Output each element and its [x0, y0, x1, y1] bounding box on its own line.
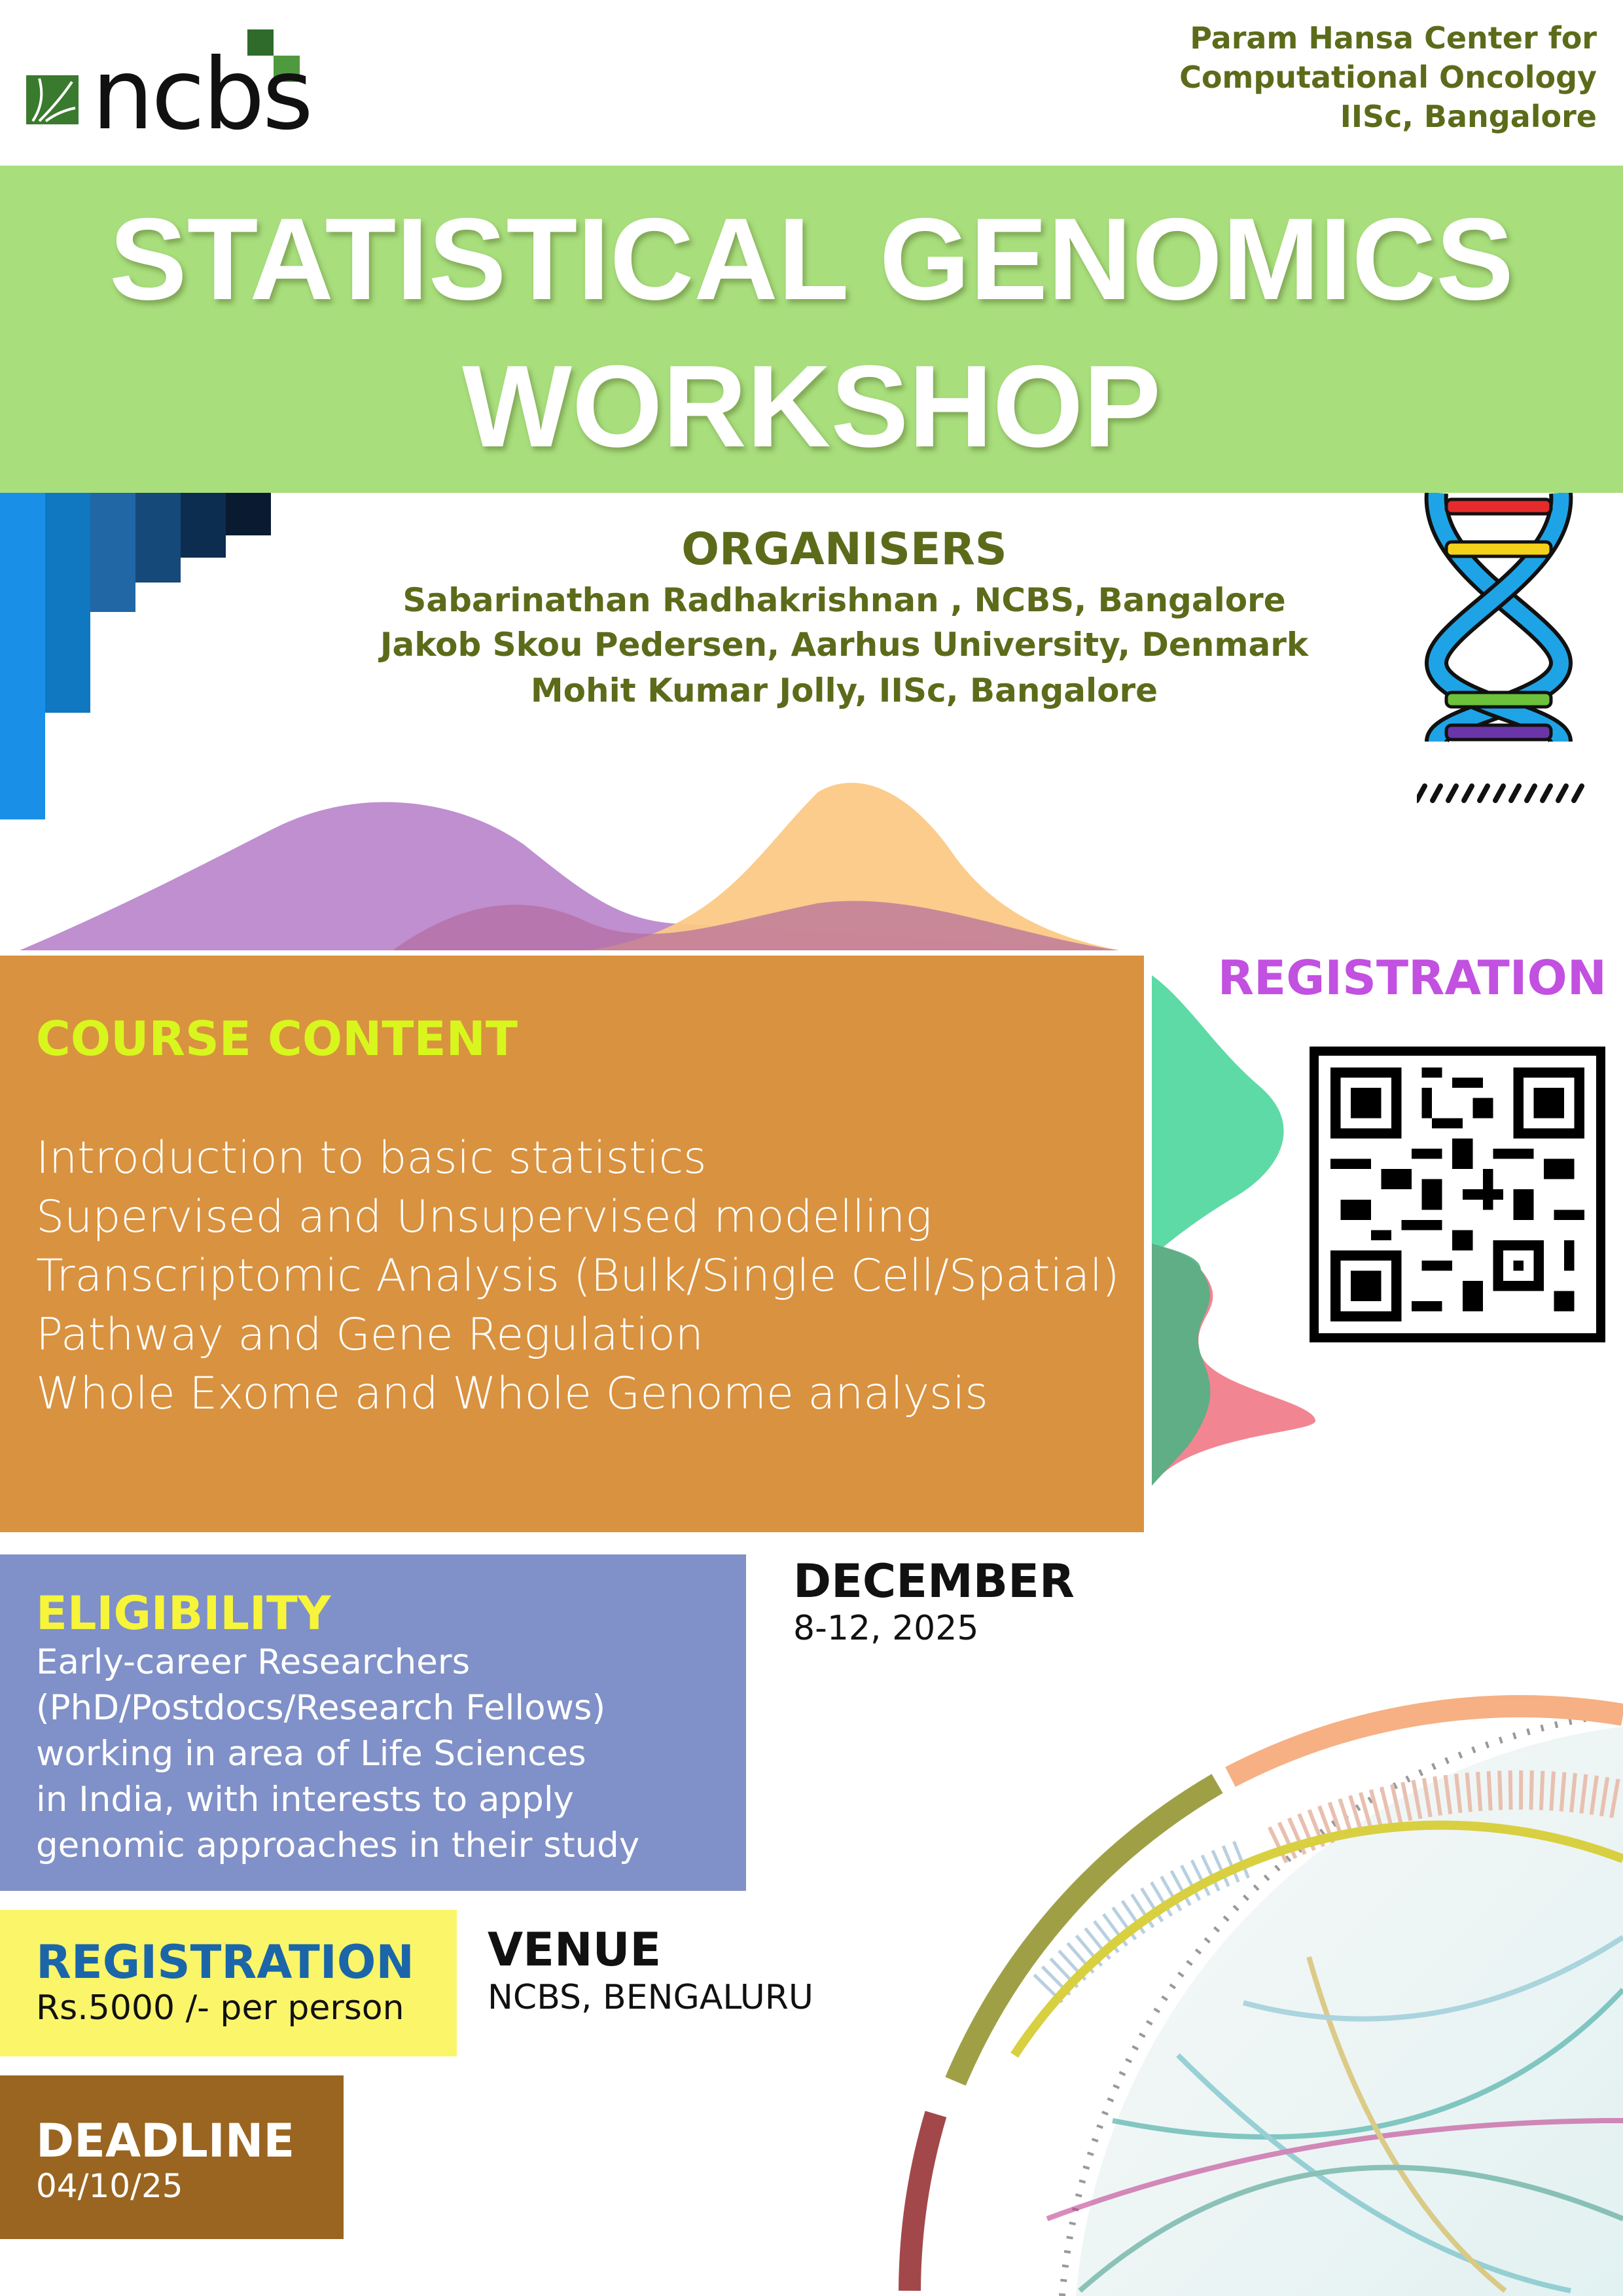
course-item: Whole Exome and Whole Genome analysis: [36, 1368, 988, 1420]
decor-bar: [181, 493, 226, 558]
decor-bar: [135, 493, 181, 583]
dna-icon: [1417, 493, 1584, 803]
institution-line: IISc, Bangalore: [1340, 99, 1597, 134]
course-content-panel: COURSE CONTENT Introduction to basic sta…: [0, 956, 1144, 1532]
course-item: Supervised and Unsupervised modelling: [36, 1191, 932, 1243]
organisers-heading: ORGANISERS: [681, 524, 1007, 575]
course-list: Introduction to basic statistics Supervi…: [36, 1129, 1120, 1424]
dates-value: 8-12, 2025: [793, 1609, 979, 1648]
decor-bar: [90, 493, 135, 612]
title-line-1: STATISTICAL GENOMICS: [109, 194, 1514, 324]
course-item: Pathway and Gene Regulation: [36, 1309, 704, 1361]
ncbs-logo: [26, 29, 301, 128]
course-item: Introduction to basic statistics: [36, 1132, 707, 1184]
deadline-heading: DEADLINE: [36, 2114, 295, 2168]
organiser-name: Mohit Kumar Jolly, IISc, Bangalore: [530, 672, 1158, 709]
logo-text: ncbs: [92, 38, 313, 152]
title-banner: STATISTICAL GENOMICS WORKSHOP: [0, 166, 1623, 493]
eligibility-line: (PhD/Postdocs/Research Fellows): [36, 1688, 606, 1728]
decor-bar: [45, 493, 90, 713]
registration-fee-panel: REGISTRATION Rs.5000 /- per person: [0, 1910, 457, 2056]
venue-value: NCBS, BENGALURU: [488, 1978, 813, 2017]
eligibility-line: in India, with interests to apply: [36, 1780, 574, 1820]
eligibility-line: Early-career Researchers: [36, 1642, 471, 1682]
deadline-value: 04/10/25: [36, 2167, 183, 2205]
course-item: Transcriptomic Analysis (Bulk/Single Cel…: [36, 1250, 1120, 1302]
course-content-heading: COURSE CONTENT: [36, 1011, 518, 1066]
decor-bar: [226, 493, 271, 535]
qr-code-icon[interactable]: [1310, 1047, 1605, 1342]
title-line-2: WORKSHOP: [462, 341, 1161, 471]
registration-fee-heading: REGISTRATION: [36, 1935, 414, 1989]
organiser-name: Jakob Skou Pedersen, Aarhus University, …: [380, 626, 1309, 664]
registration-qr-heading: REGISTRATION: [1217, 950, 1607, 1005]
registration-fee-value: Rs.5000 /- per person: [36, 1988, 404, 2028]
eligibility-line: working in area of Life Sciences: [36, 1734, 586, 1774]
decor-bar: [0, 493, 45, 819]
venue-heading: VENUE: [488, 1923, 662, 1977]
side-density-decor: [1152, 975, 1316, 1486]
institution-line: Computational Oncology: [1179, 60, 1597, 95]
institution-line: Param Hansa Center for: [1190, 20, 1597, 56]
dates-heading: DECEMBER: [793, 1554, 1075, 1608]
organiser-name: Sabarinathan Radhakrishnan , NCBS, Banga…: [402, 581, 1286, 619]
eligibility-heading: ELIGIBILITY: [36, 1587, 331, 1640]
deadline-panel: DEADLINE 04/10/25: [0, 2075, 344, 2239]
leaf-logo-icon: [26, 75, 79, 124]
eligibility-line: genomic approaches in their study: [36, 1825, 640, 1865]
density-curves-decor: [20, 783, 1119, 950]
circos-plot-decor: [899, 1695, 1623, 2296]
institution-name: Param Hansa Center for Computational Onc…: [1179, 18, 1597, 136]
eligibility-panel: ELIGIBILITY Early-career Researchers (Ph…: [0, 1554, 746, 1891]
